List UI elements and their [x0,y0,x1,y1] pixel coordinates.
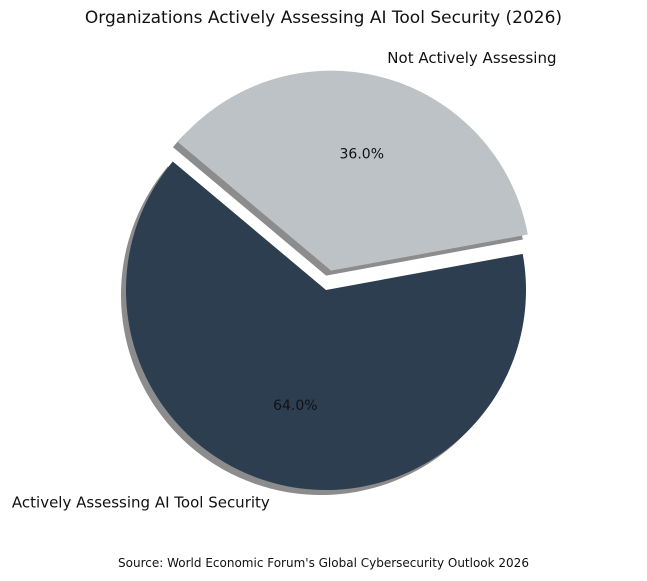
source-note: Source: World Economic Forum's Global Cy… [118,556,529,570]
slice-actively-assessing-ai-tool-security [125,161,526,490]
chart-title: Organizations Actively Assessing AI Tool… [84,8,563,28]
pct-label-not-actively-assessing: 36.0% [340,147,384,163]
pie-labels: 64.0% Actively Assessing AI Tool Security… [12,49,557,512]
slice-label-actively-assessing-ai-tool-security: Actively Assessing AI Tool Security [12,494,270,512]
slice-not-actively-assessing [177,70,528,271]
pct-label-actively-assessing-ai-tool-security: 64.0% [273,398,317,414]
pie-slices [125,70,528,490]
slice-label-not-actively-assessing: Not Actively Assessing [387,49,556,67]
